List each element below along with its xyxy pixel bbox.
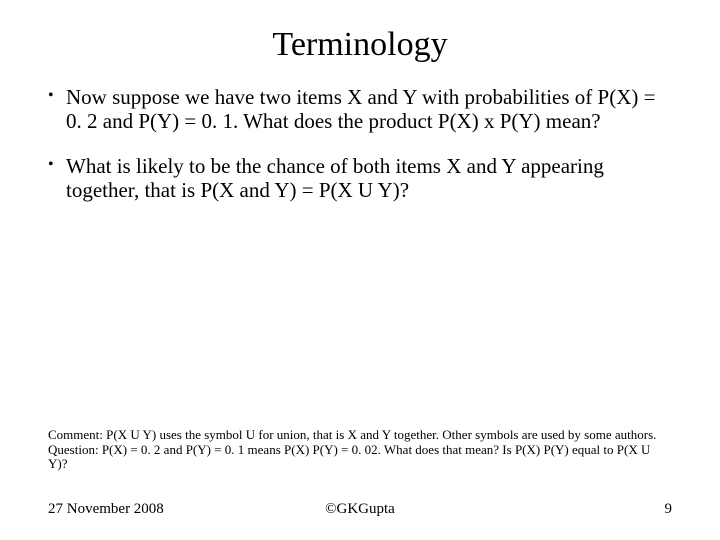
comment-text: P(X U Y) uses the symbol U for union, th… xyxy=(106,427,656,442)
comment-line: Comment: P(X U Y) uses the symbol U for … xyxy=(48,428,672,443)
question-label: Question: xyxy=(48,442,99,457)
comment-block: Comment: P(X U Y) uses the symbol U for … xyxy=(48,428,672,472)
slide-title: Terminology xyxy=(48,26,672,64)
comment-label: Comment: xyxy=(48,427,103,442)
bullet-item: What is likely to be the chance of both … xyxy=(48,155,672,202)
footer: 27 November 2008 ©GKGupta 9 xyxy=(48,501,672,518)
bullet-item: Now suppose we have two items X and Y wi… xyxy=(48,86,672,133)
slide: Terminology Now suppose we have two item… xyxy=(0,0,720,540)
question-line: Question: P(X) = 0. 2 and P(Y) = 0. 1 me… xyxy=(48,443,672,472)
footer-date: 27 November 2008 xyxy=(48,501,164,518)
bullet-list: Now suppose we have two items X and Y wi… xyxy=(48,86,672,202)
footer-page-number: 9 xyxy=(665,501,673,518)
question-text: P(X) = 0. 2 and P(Y) = 0. 1 means P(X) P… xyxy=(48,442,650,472)
